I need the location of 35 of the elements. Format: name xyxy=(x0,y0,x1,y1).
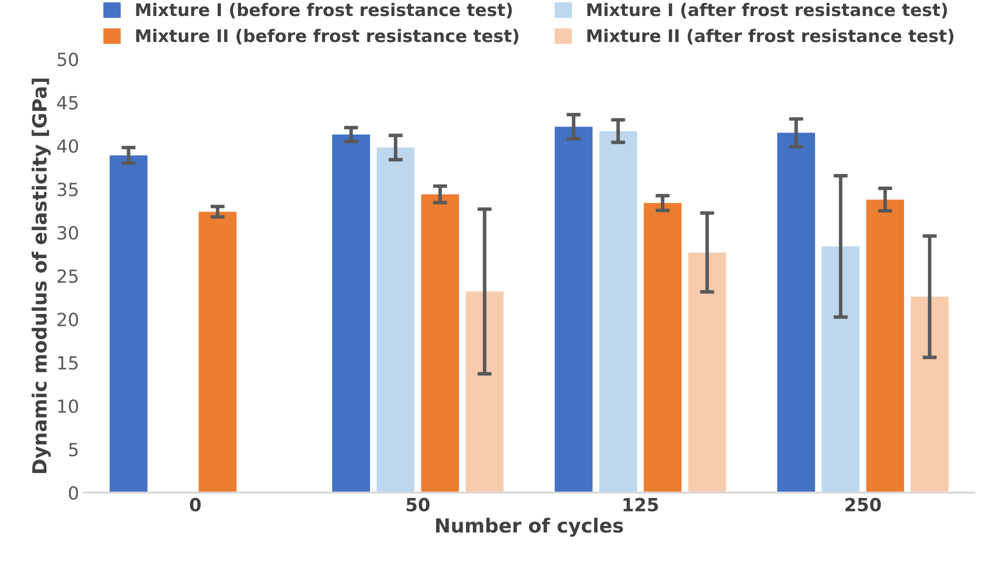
y-tick-label: 35 xyxy=(58,182,78,196)
y-tick-label: 20 xyxy=(58,312,78,326)
bar xyxy=(198,212,236,493)
bar xyxy=(376,148,415,493)
x-tick-label: 50 xyxy=(406,498,430,512)
y-tick-label: 50 xyxy=(58,52,78,66)
bar xyxy=(421,194,460,493)
bar xyxy=(466,291,504,493)
bar xyxy=(554,126,593,493)
legend-label: Mixture II (after frost resistance test) xyxy=(587,28,954,44)
bar xyxy=(822,246,860,493)
bar xyxy=(110,155,148,493)
bar xyxy=(777,132,816,493)
bar xyxy=(910,296,949,493)
y-tick-label: 15 xyxy=(58,356,78,370)
bar xyxy=(644,203,682,493)
x-tick-label: 0 xyxy=(190,498,201,512)
x-tick-label: 250 xyxy=(845,498,881,512)
y-tick-label: 25 xyxy=(58,269,78,283)
legend-label: Mixture I (before frost resistance test) xyxy=(136,2,512,18)
y-tick-label: 0 xyxy=(68,486,78,500)
y-tick-label: 40 xyxy=(57,139,78,153)
bar xyxy=(599,131,638,493)
y-tick-label: 30 xyxy=(58,226,78,240)
y-tick-label: 45 xyxy=(57,96,78,110)
bar xyxy=(332,134,370,493)
y-axis-title: Dynamic modulus of elasticity [GPa] xyxy=(32,78,51,474)
x-axis-title: Number of cycles xyxy=(436,518,623,537)
x-tick-label: 125 xyxy=(624,498,658,512)
y-tick-label: 10 xyxy=(58,399,78,414)
bar xyxy=(866,200,904,493)
bar xyxy=(688,252,726,493)
y-tick-label: 5 xyxy=(69,442,78,456)
legend-label: Mixture I (after frost resistance test) xyxy=(587,2,947,18)
legend-label: Mixture II (before frost resistance test) xyxy=(136,28,518,44)
